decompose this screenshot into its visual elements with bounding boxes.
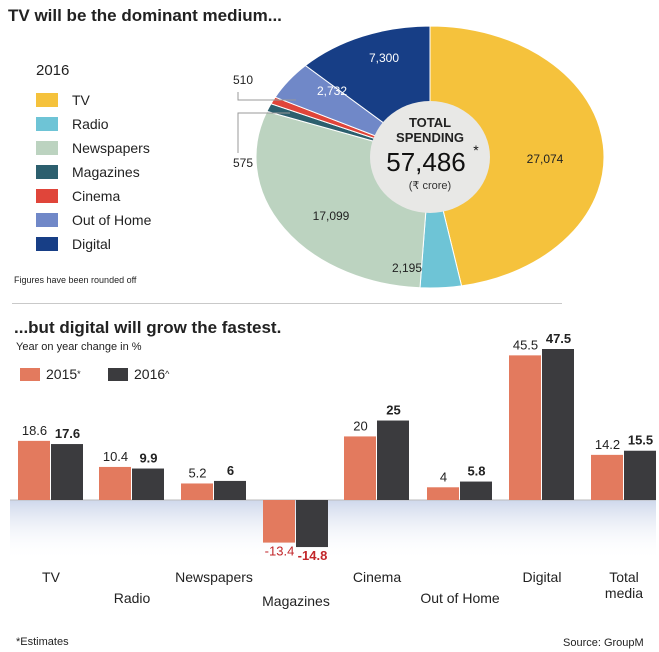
bar-legend-item: 2016 ^: [108, 366, 169, 382]
pie-value-label: 27,074: [527, 152, 564, 166]
legend-swatch: [36, 141, 58, 155]
leader-line: [237, 112, 290, 153]
category-label: Cinema: [353, 569, 401, 585]
center-unit: (₹ crore): [409, 180, 451, 192]
legend-marker: ^: [165, 369, 170, 379]
center-total-value: 57,486: [386, 147, 466, 177]
bar-value-label: 6: [227, 463, 234, 478]
pie-legend-title: 2016: [36, 62, 70, 79]
bar: [18, 440, 50, 500]
bar: [296, 500, 328, 548]
category-label: Magazines: [262, 593, 330, 609]
category-label: TV: [42, 569, 61, 585]
bar: [624, 450, 656, 500]
legend-swatch: [36, 189, 58, 203]
leader-line: [237, 92, 296, 101]
bar-value-label: 9.9: [139, 451, 157, 466]
bar: [591, 454, 623, 500]
bar: [427, 487, 459, 500]
bar-value-label: 15.5: [628, 433, 653, 448]
bar: [132, 468, 164, 500]
legend-swatch: [36, 165, 58, 179]
category-label: Total: [609, 569, 639, 585]
legend-label: Radio: [72, 116, 109, 132]
section-divider: [12, 303, 562, 304]
bar-value-label: 20: [353, 418, 367, 433]
center-star: *: [473, 142, 479, 158]
footnote: *Estimates: [16, 636, 69, 648]
category-label: Out of Home: [420, 590, 500, 606]
pie-value-label: 2,732: [317, 84, 347, 98]
bar: [344, 436, 376, 500]
baseline-shade: [10, 500, 656, 560]
bar: [181, 483, 213, 500]
legend-label: 2015: [46, 366, 78, 382]
legend-label: 2016: [134, 366, 166, 382]
bar: [542, 349, 574, 500]
pie-legend-item: Digital: [36, 235, 111, 253]
pie-legend-item: Out of Home: [36, 211, 151, 229]
legend-label: Out of Home: [72, 212, 152, 228]
bar-value-label: 17.6: [55, 426, 80, 441]
bar-value-label: 10.4: [103, 449, 128, 464]
bar: [214, 480, 246, 500]
bar-value-label: 18.6: [22, 423, 47, 438]
legend-swatch: [36, 237, 58, 251]
legend-swatch: [36, 93, 58, 107]
legend-label: Cinema: [72, 188, 121, 204]
pie-center: [370, 101, 490, 213]
bar: [509, 355, 541, 500]
bar-value-label: 45.5: [513, 337, 538, 352]
pie-legend-item: TV: [36, 91, 90, 109]
bar-value-label: 4: [440, 469, 447, 484]
pie-chart-title: TV will be the dominant medium...: [8, 6, 282, 25]
legend-swatch: [36, 117, 58, 131]
legend-label: Magazines: [72, 164, 140, 180]
category-label: media: [605, 585, 643, 601]
bar: [460, 481, 492, 500]
source-note: Source: GroupM: [563, 637, 644, 649]
bar-value-label: 25: [386, 403, 400, 418]
bar-legend-item: 2015 *: [20, 366, 81, 382]
pie-value-label: 575: [233, 156, 253, 170]
bar-value-label: 14.2: [595, 437, 620, 452]
pie-legend-item: Radio: [36, 115, 109, 133]
category-label: Newspapers: [175, 569, 253, 585]
legend-marker: *: [77, 369, 81, 379]
category-label: Radio: [114, 590, 151, 606]
bar: [99, 466, 131, 500]
bar-value-label: -13.4: [265, 544, 295, 559]
bar-value-label: -14.8: [298, 548, 328, 563]
bar-value-label: 47.5: [546, 331, 571, 346]
legend-label: TV: [72, 92, 90, 108]
pie-value-label: 2,195: [392, 261, 422, 275]
bar-value-label: 5.2: [188, 465, 206, 480]
pie-note: Figures have been rounded off: [14, 275, 137, 285]
pie-legend-item: Newspapers: [36, 139, 150, 157]
pie-value-label: 17,099: [313, 209, 350, 223]
pie-slice: [429, 25, 605, 287]
legend-swatch: [36, 213, 58, 227]
pie-legend-item: Magazines: [36, 163, 140, 181]
legend-label: Digital: [72, 236, 111, 252]
legend-swatch: [108, 367, 128, 381]
bar: [263, 500, 295, 543]
center-label: SPENDING: [396, 130, 464, 145]
bar-chart-ylabel: Year on year change in %: [16, 341, 142, 353]
category-label: Digital: [523, 569, 562, 585]
pie-value-label: 510: [233, 73, 253, 87]
bar-value-label: 5.8: [467, 464, 485, 479]
center-label: TOTAL: [409, 115, 451, 130]
bar: [51, 444, 83, 500]
pie-value-label: 7,300: [369, 51, 399, 65]
bar: [377, 420, 409, 500]
legend-label: Newspapers: [72, 140, 150, 156]
pie-legend-item: Cinema: [36, 187, 120, 205]
bar-chart-title: ...but digital will grow the fastest.: [14, 318, 282, 337]
legend-swatch: [20, 367, 40, 381]
